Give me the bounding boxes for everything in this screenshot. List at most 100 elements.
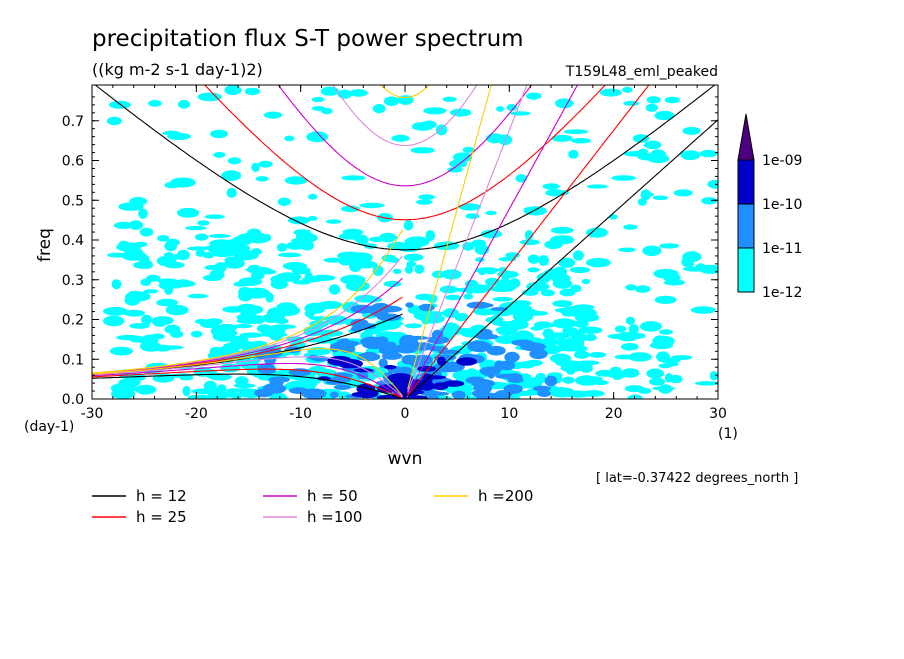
- heat-cell: [701, 197, 718, 205]
- heat-cell: [549, 332, 571, 339]
- heat-cell: [578, 326, 603, 334]
- heat-cell: [411, 122, 434, 131]
- heat-cell: [204, 264, 227, 271]
- heat-cell: [338, 233, 364, 240]
- heat-cell: [442, 96, 457, 103]
- heat-cell: [652, 195, 669, 201]
- y-tick-label: 0.2: [62, 313, 84, 329]
- heat-cell: [581, 278, 591, 285]
- heat-cell: [526, 92, 542, 100]
- heat-cell: [406, 395, 429, 399]
- heat-cell: [509, 111, 531, 116]
- inertia-gravity-curve: [332, 85, 478, 147]
- heat-cell: [709, 371, 718, 381]
- heat-cell: [586, 227, 608, 238]
- heat-cell: [313, 319, 325, 330]
- heat-cell: [458, 203, 481, 211]
- heat-cell: [532, 385, 551, 392]
- heat-cell: [110, 382, 137, 394]
- heat-cell: [624, 385, 645, 393]
- heat-cell: [224, 85, 242, 96]
- heat-cell: [275, 272, 302, 282]
- colorbar-label: 1e-12: [762, 285, 802, 301]
- heat-cell: [439, 285, 458, 294]
- heat-cell: [364, 330, 373, 338]
- heat-cell: [574, 350, 590, 359]
- heat-cell: [404, 265, 414, 274]
- heat-cell: [303, 326, 323, 337]
- heat-cell: [239, 387, 251, 398]
- heat-cell: [250, 237, 268, 244]
- heat-cell: [238, 290, 253, 302]
- heat-cell: [638, 148, 648, 155]
- heat-cell: [103, 315, 125, 327]
- heat-cell: [323, 257, 343, 263]
- heat-cell: [384, 96, 399, 106]
- heat-cell: [694, 381, 718, 386]
- heat-cell: [622, 86, 633, 93]
- heat-cell: [356, 388, 379, 399]
- heat-cell: [445, 294, 462, 301]
- heat-cell: [320, 86, 340, 96]
- heat-cell: [146, 274, 161, 282]
- heat-cell: [223, 337, 232, 342]
- heat-cell: [190, 330, 203, 338]
- heat-cell: [287, 216, 311, 225]
- heat-cell: [284, 135, 295, 142]
- heat-cell: [284, 176, 308, 185]
- heat-cell: [290, 238, 315, 243]
- heat-cell: [306, 131, 329, 143]
- heat-cell: [707, 179, 718, 189]
- heat-cell: [304, 302, 326, 314]
- heat-cell: [471, 389, 486, 397]
- heat-cell: [529, 348, 548, 360]
- heat-cell: [182, 385, 191, 397]
- heat-cell: [504, 351, 520, 363]
- heat-cell: [558, 257, 576, 268]
- heat-cell: [415, 293, 434, 301]
- heat-cell: [644, 140, 662, 150]
- heat-cell: [226, 187, 237, 198]
- legend-label: h = 50: [307, 487, 358, 505]
- heat-cell: [109, 100, 131, 109]
- dispersion-curves: [92, 85, 718, 399]
- heat-cell: [247, 305, 263, 315]
- heat-cell: [334, 340, 360, 347]
- heat-cell: [360, 351, 378, 361]
- heat-cell: [552, 266, 568, 277]
- heat-cell: [361, 296, 382, 303]
- heat-cell: [392, 268, 402, 274]
- heat-cell: [492, 296, 513, 302]
- heat-cell: [652, 335, 675, 347]
- rossby-curve: [92, 373, 403, 399]
- heat-cell: [474, 284, 492, 291]
- heat-cell: [588, 351, 607, 358]
- heat-cell: [525, 359, 543, 367]
- heat-cell: [268, 325, 287, 332]
- heat-cell: [307, 216, 318, 221]
- heat-cell: [389, 322, 399, 329]
- heat-cell: [292, 280, 312, 285]
- heat-cell: [152, 317, 168, 327]
- heat-cell: [124, 294, 141, 306]
- heat-cell: [551, 134, 573, 142]
- chart-subtitle: ((kg m-2 s-1 day-1)2): [92, 60, 263, 79]
- rossby-curve: [92, 348, 403, 397]
- heat-cell: [426, 311, 445, 316]
- heat-cell: [138, 337, 159, 345]
- heat-cell: [208, 373, 232, 381]
- heat-cell: [197, 92, 222, 102]
- x-tick-label: 30: [709, 406, 727, 422]
- heat-cell: [148, 100, 162, 107]
- heat-cell: [167, 132, 191, 140]
- heat-cell: [435, 124, 448, 136]
- heat-cell: [166, 238, 180, 246]
- heat-cell: [479, 396, 506, 399]
- heat-cell: [544, 375, 558, 387]
- heat-cell: [234, 244, 251, 253]
- heat-cell: [586, 257, 611, 268]
- heat-cell: [582, 380, 597, 386]
- heat-cell: [599, 88, 622, 97]
- kelvin-curve: [407, 85, 579, 395]
- heat-cell: [284, 382, 308, 388]
